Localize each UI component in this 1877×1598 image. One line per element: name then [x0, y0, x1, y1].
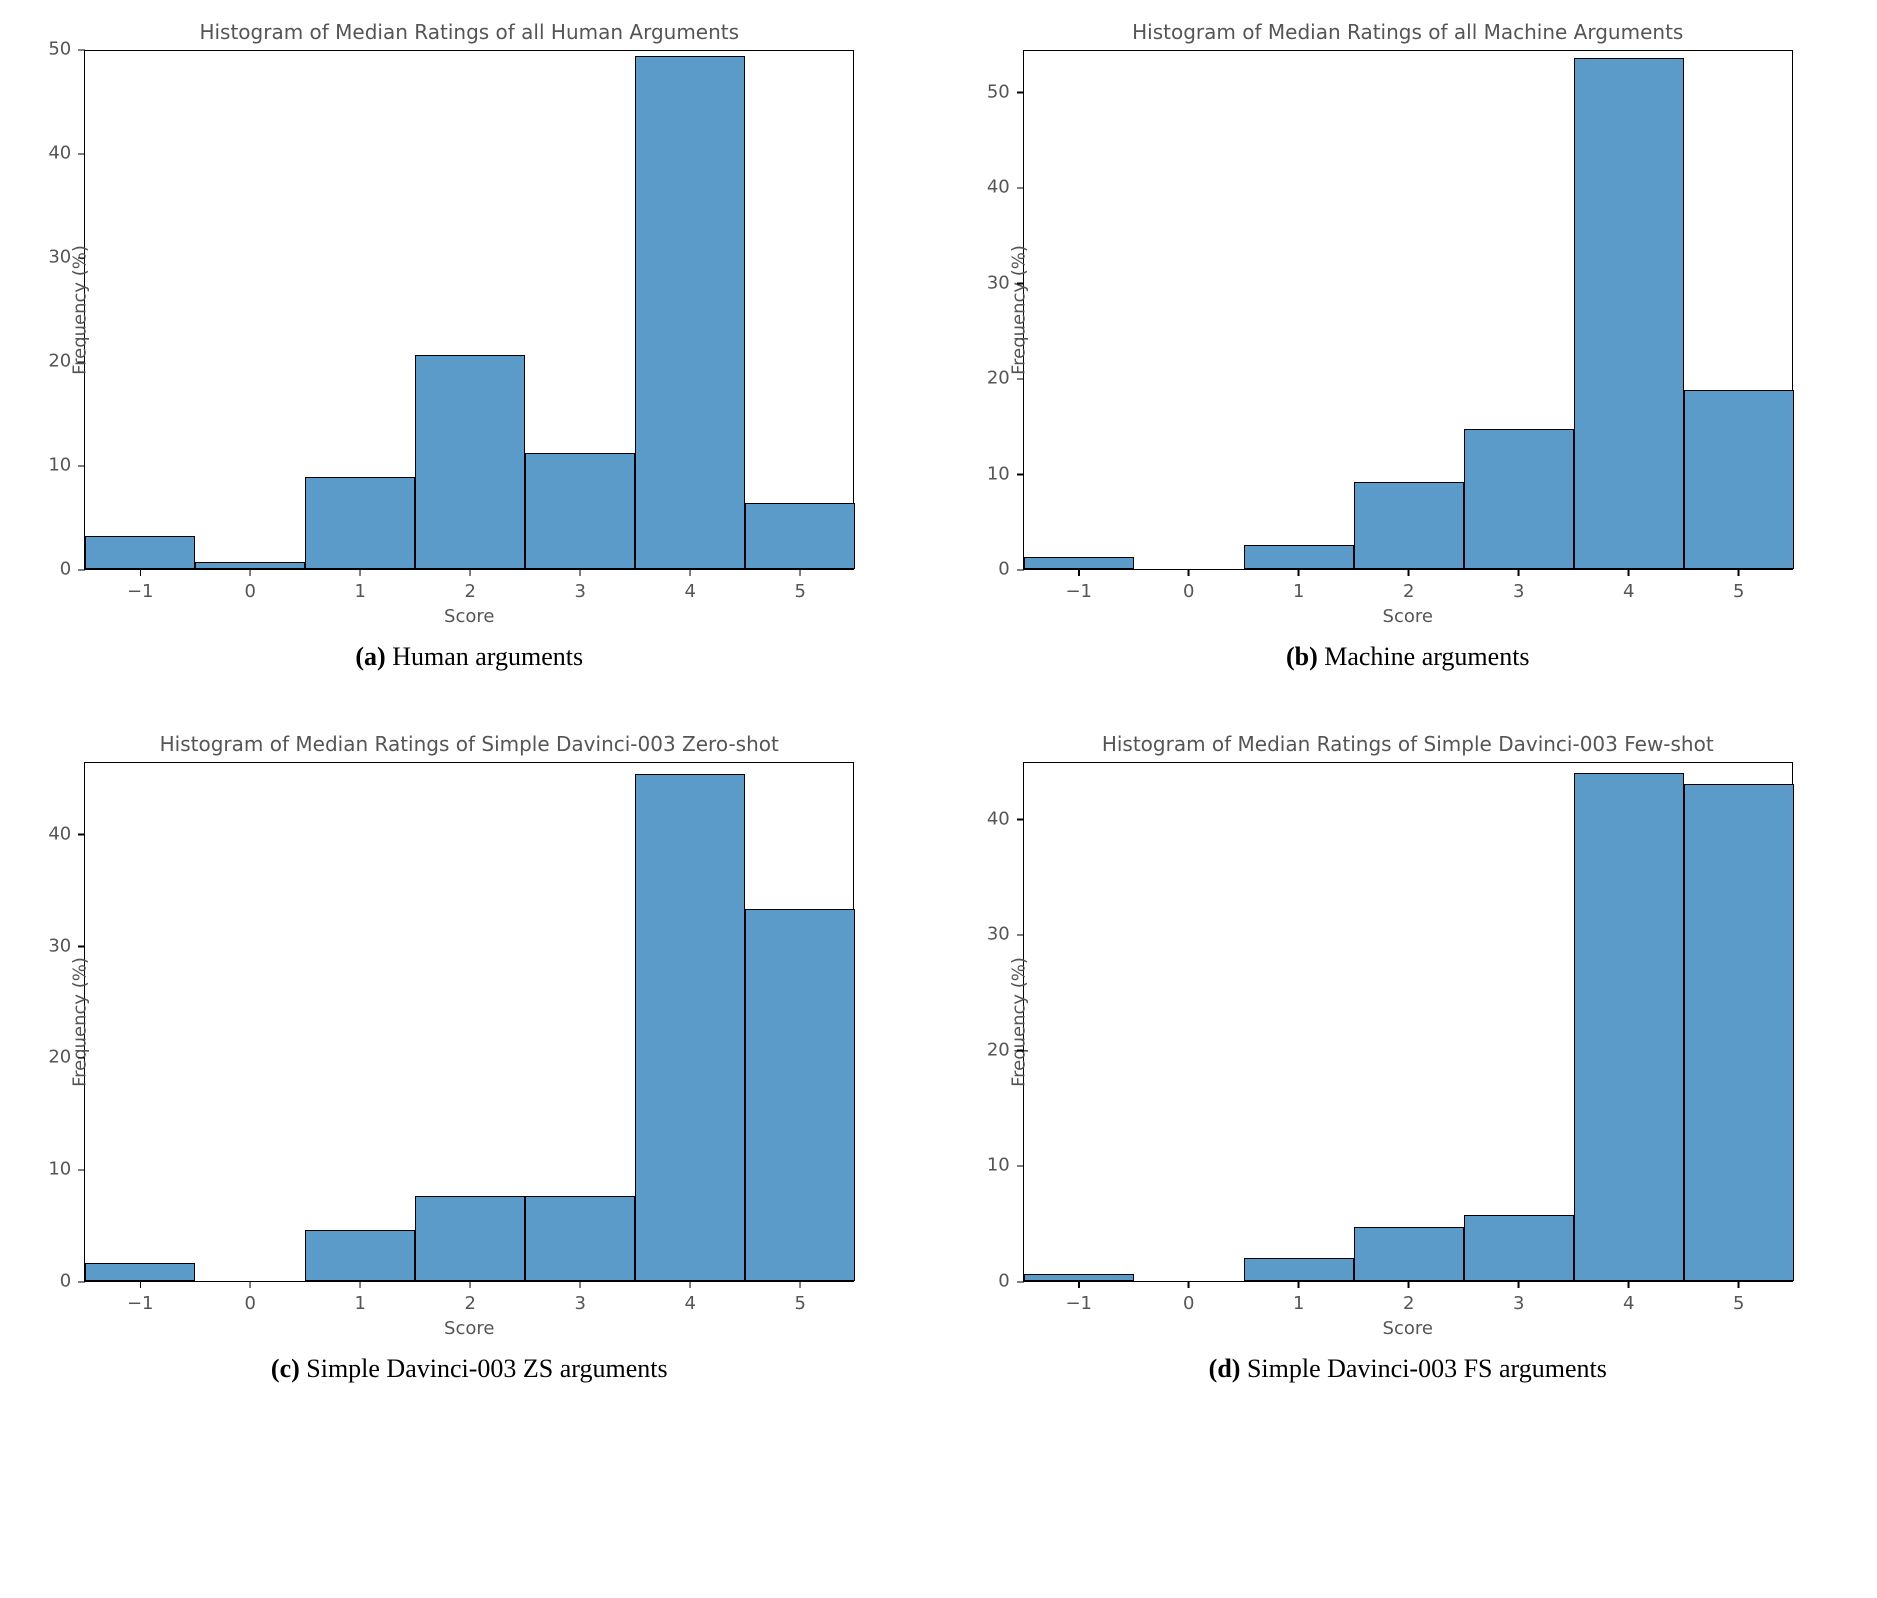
x-tick: 2 [1403, 1281, 1414, 1314]
histogram-bar [1684, 390, 1794, 569]
x-tick: 4 [1623, 569, 1634, 602]
chart-title: Histogram of Median Ratings of Simple Da… [1102, 732, 1714, 756]
histogram-bar [1354, 482, 1464, 569]
x-tick: −1 [127, 1281, 154, 1314]
x-tick: 1 [1293, 569, 1304, 602]
x-axis-label: Score [444, 1318, 494, 1339]
x-axis-label: Score [1383, 606, 1433, 627]
chart-panel-a: Histogram of Median Ratings of all Human… [20, 20, 919, 672]
histogram-bar [1024, 557, 1134, 569]
y-tick: 10 [48, 455, 85, 476]
chart-title: Histogram of Median Ratings of Simple Da… [160, 732, 779, 756]
chart-panel-b: Histogram of Median Ratings of all Machi… [959, 20, 1858, 672]
histogram-bar [745, 503, 855, 569]
x-tick: 4 [685, 569, 696, 602]
histogram-bar [1354, 1227, 1464, 1281]
x-tick: 0 [245, 569, 256, 602]
x-tick: 5 [1733, 1281, 1744, 1314]
histogram-bar [195, 562, 305, 569]
x-tick: 3 [575, 569, 586, 602]
y-tick: 0 [60, 559, 85, 580]
histogram-bar [1244, 545, 1354, 569]
y-tick: 40 [987, 177, 1024, 198]
histogram-bar [1574, 58, 1684, 569]
y-tick: 0 [60, 1271, 85, 1292]
y-tick: 10 [48, 1159, 85, 1180]
histogram-bar [635, 56, 745, 569]
y-tick: 30 [987, 272, 1024, 293]
panel-caption: (d) Simple Davinci-003 FS arguments [1209, 1354, 1607, 1384]
histogram-bar [305, 1230, 415, 1281]
y-axis-label: Frequency (%) [1008, 957, 1029, 1087]
y-tick: 40 [48, 823, 85, 844]
y-tick: 10 [987, 463, 1024, 484]
histogram-bar [745, 909, 855, 1281]
panel-caption: (a) Human arguments [355, 642, 583, 672]
chart-panel-c: Histogram of Median Ratings of Simple Da… [20, 732, 919, 1384]
x-tick: 0 [245, 1281, 256, 1314]
chart-plot-area: Frequency (%)Score010203040−1012345 [84, 762, 854, 1282]
y-tick: 50 [987, 81, 1024, 102]
y-tick: 0 [998, 1271, 1023, 1292]
histogram-bar [1464, 1215, 1574, 1281]
chart-title: Histogram of Median Ratings of all Machi… [1132, 20, 1683, 44]
y-axis-label: Frequency (%) [1008, 245, 1029, 375]
y-tick: 40 [48, 143, 85, 164]
histogram-bar [1574, 773, 1684, 1281]
histogram-bar [635, 774, 745, 1281]
x-tick: 2 [1403, 569, 1414, 602]
chart-panel-d: Histogram of Median Ratings of Simple Da… [959, 732, 1858, 1384]
y-tick: 0 [998, 559, 1023, 580]
y-tick: 30 [987, 924, 1024, 945]
chart-plot-area: Frequency (%)Score01020304050−1012345 [1023, 50, 1793, 570]
x-tick: 1 [355, 1281, 366, 1314]
y-tick: 20 [987, 1039, 1024, 1060]
panel-caption: (c) Simple Davinci-003 ZS arguments [271, 1354, 668, 1384]
histogram-bar [1024, 1274, 1134, 1281]
chart-plot-area: Frequency (%)Score01020304050−1012345 [84, 50, 854, 570]
x-tick: −1 [1065, 569, 1092, 602]
panel-caption: (b) Machine arguments [1286, 642, 1530, 672]
x-axis-label: Score [444, 606, 494, 627]
x-tick: 5 [795, 569, 806, 602]
x-tick: −1 [127, 569, 154, 602]
x-tick: 0 [1183, 1281, 1194, 1314]
x-tick: 4 [685, 1281, 696, 1314]
y-tick: 10 [987, 1155, 1024, 1176]
histogram-bar [85, 536, 195, 569]
y-tick: 50 [48, 39, 85, 60]
x-tick: 1 [1293, 1281, 1304, 1314]
x-tick: 3 [1513, 1281, 1524, 1314]
x-tick: −1 [1065, 1281, 1092, 1314]
y-tick: 20 [987, 368, 1024, 389]
x-tick: 5 [795, 1281, 806, 1314]
histogram-bar [525, 1196, 635, 1281]
histogram-bar [305, 477, 415, 569]
histogram-bar [1684, 784, 1794, 1281]
chart-title: Histogram of Median Ratings of all Human… [199, 20, 739, 44]
histogram-bar [1464, 429, 1574, 569]
x-tick: 2 [465, 1281, 476, 1314]
histogram-bar [415, 355, 525, 569]
x-tick: 0 [1183, 569, 1194, 602]
chart-plot-area: Frequency (%)Score010203040−1012345 [1023, 762, 1793, 1282]
x-tick: 1 [355, 569, 366, 602]
y-tick: 20 [48, 1047, 85, 1068]
y-tick: 30 [48, 247, 85, 268]
x-tick: 4 [1623, 1281, 1634, 1314]
histogram-bar [525, 453, 635, 569]
x-tick: 3 [1513, 569, 1524, 602]
histogram-bar [415, 1196, 525, 1281]
histogram-bar [85, 1263, 195, 1281]
x-tick: 2 [465, 569, 476, 602]
y-tick: 40 [987, 808, 1024, 829]
x-tick: 3 [575, 1281, 586, 1314]
y-tick: 30 [48, 935, 85, 956]
y-tick: 20 [48, 351, 85, 372]
x-tick: 5 [1733, 569, 1744, 602]
x-axis-label: Score [1383, 1318, 1433, 1339]
histogram-bar [1244, 1258, 1354, 1281]
